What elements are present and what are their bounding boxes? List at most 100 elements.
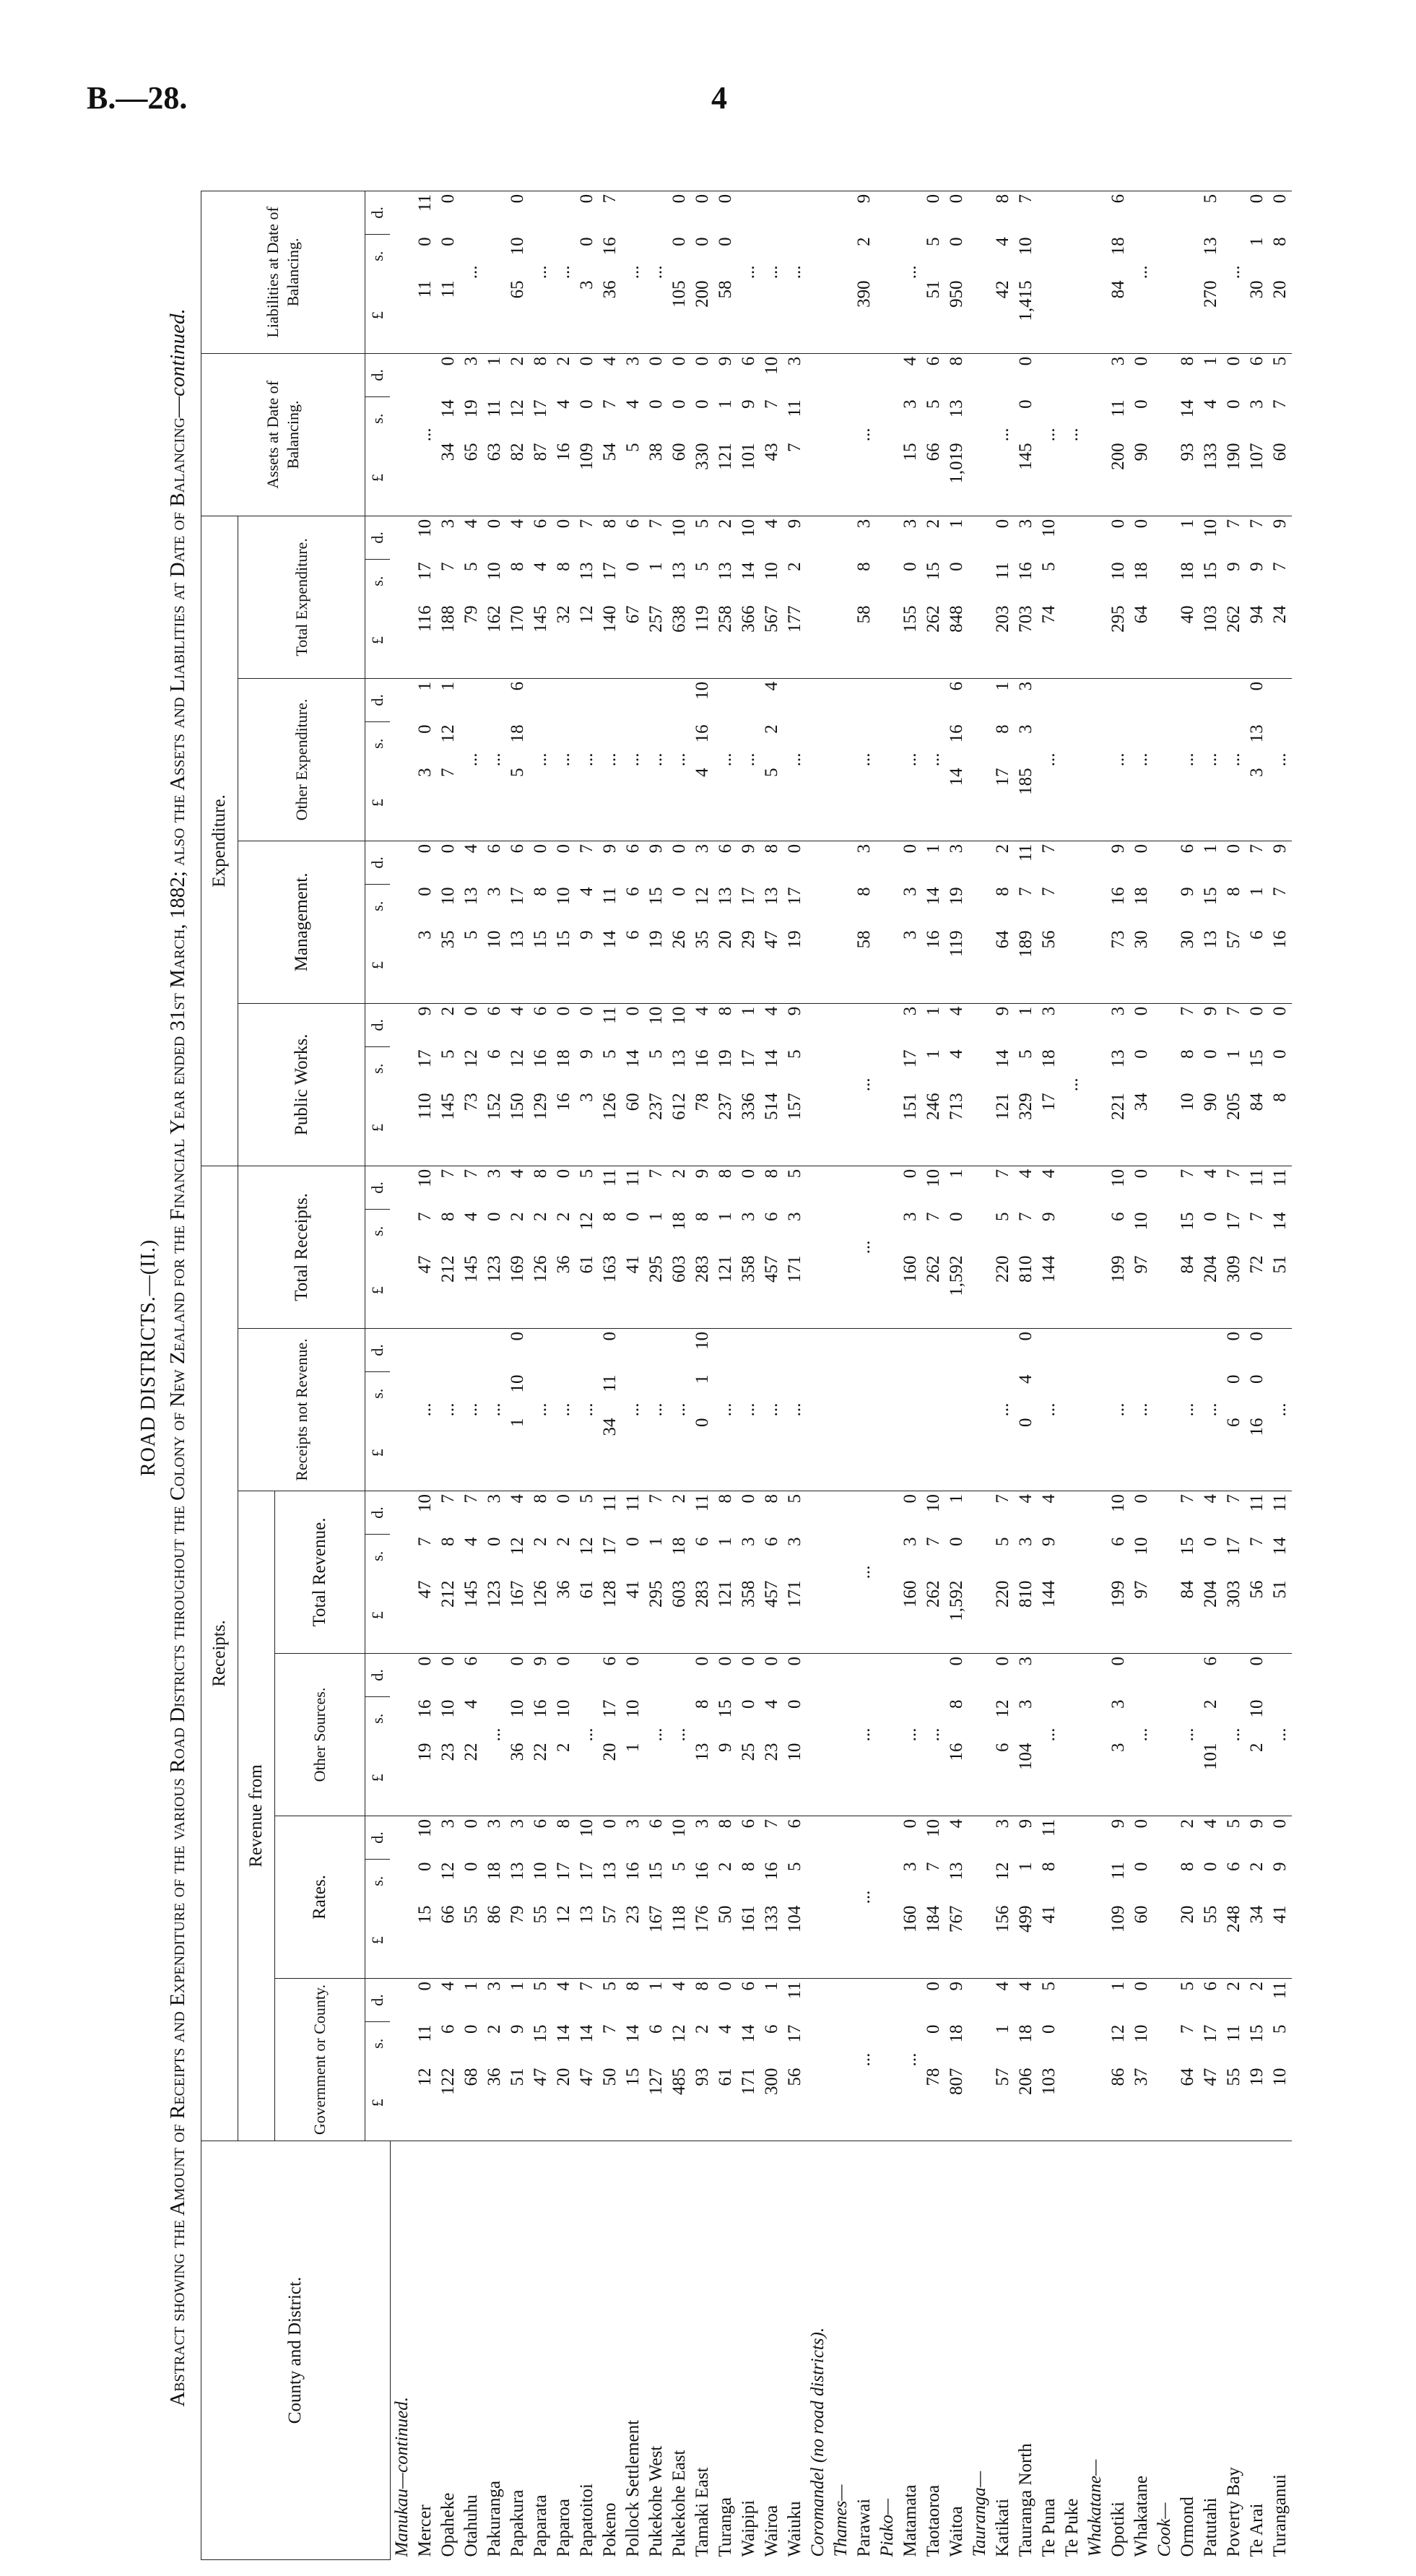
shillings: 11: [992, 562, 1012, 580]
header-cell: Total Receipts.: [238, 1166, 365, 1329]
shillings: 7: [1177, 2024, 1197, 2034]
table-row: Papakura 51 9 1 79 13 3 36 10 0 167 12 4 1 10 0 169 2 4 150…: [505, 191, 529, 2560]
shillings: 14: [622, 1049, 643, 1068]
shillings: 17: [900, 1049, 920, 1068]
pence: 0: [505, 191, 529, 235]
shillings: 14: [738, 562, 758, 581]
shillings: 5: [669, 1862, 689, 1872]
pence: 11: [1245, 1491, 1269, 1535]
pounds: 84: [1246, 1093, 1267, 1111]
pounds: 56: [1038, 930, 1059, 949]
shillings: 4: [622, 399, 643, 409]
shillings: 0: [1200, 1537, 1220, 1547]
shillings: 8: [946, 1699, 966, 1709]
pounds: 73: [1108, 930, 1128, 949]
empty-cell: [968, 1003, 991, 1166]
header-row: County and District. Receipts. Expenditu…: [201, 191, 390, 2560]
shillings: 15: [646, 1862, 666, 1881]
unit-label: £: [368, 799, 386, 807]
unit-label: s.: [368, 1875, 386, 1886]
pounds: 567: [761, 605, 781, 633]
pounds: 40: [1177, 605, 1197, 624]
dots: ...: [1222, 678, 1246, 841]
dots: ...: [991, 353, 1015, 516]
pence: 5: [529, 1978, 552, 2022]
pounds: 109: [576, 443, 596, 470]
pounds: 144: [1038, 1255, 1059, 1283]
table-body: Manukau—continued. Mercer 12 11 0 15 0 10 19 16 0 4…: [390, 191, 1292, 2560]
pence: 1: [459, 1978, 483, 2022]
pounds: 121: [715, 1255, 735, 1283]
pounds: 121: [715, 443, 735, 470]
pounds: 612: [669, 1093, 689, 1120]
pounds: 119: [692, 605, 712, 632]
district-name: Waiuku: [783, 2141, 807, 2560]
pence: 0: [552, 1491, 575, 1535]
pence: 2: [436, 1003, 460, 1047]
unit-label: d.: [365, 191, 390, 235]
shillings: 13: [1200, 237, 1220, 256]
shillings: 1: [715, 1537, 735, 1547]
empty-cell: [875, 1003, 899, 1166]
pence: 4: [1014, 1491, 1038, 1535]
subtitle: Abstract showing the Amount of Receipts …: [165, 199, 191, 2517]
district-name: Katikati: [991, 2141, 1015, 2560]
empty-cell: [390, 1653, 414, 1816]
shillings: 10: [1131, 1537, 1151, 1556]
shillings: 11: [784, 399, 804, 417]
pence: 10: [690, 1328, 714, 1372]
shillings: 12: [507, 1049, 527, 1068]
shillings: 0: [438, 237, 458, 246]
pounds: 485: [669, 2068, 689, 2096]
pounds: 10: [484, 930, 504, 949]
pence: 11: [1245, 1166, 1269, 1210]
shillings: 0: [1200, 1049, 1220, 1059]
pounds: 29: [738, 930, 758, 949]
pence: 1: [413, 678, 437, 722]
shillings: 3: [784, 1537, 804, 1547]
pence: 2: [1245, 1978, 1269, 2022]
empty-cell: [1083, 841, 1107, 1004]
shillings: 0: [1269, 1049, 1290, 1059]
shillings: 0: [692, 237, 712, 246]
shillings: 3: [484, 887, 504, 896]
pounds: 257: [646, 605, 666, 633]
pounds: 25: [738, 1743, 758, 1761]
shillings: 10: [438, 887, 458, 906]
dots: ...: [413, 353, 437, 516]
empty-cell: [1152, 353, 1176, 516]
shillings: 10: [484, 562, 504, 581]
dots: ...: [737, 1328, 760, 1491]
pence: 0: [1268, 1816, 1292, 1860]
district-name: Parawai: [852, 2141, 876, 2560]
pence: 4: [944, 1003, 968, 1047]
pounds: 60: [669, 443, 689, 461]
dots: ...: [482, 1653, 506, 1816]
empty-cell: [390, 1003, 414, 1166]
shillings: 16: [530, 1049, 550, 1068]
pounds: 1,592: [946, 1580, 966, 1621]
empty-cell: [968, 1166, 991, 1329]
pence: 4: [991, 1978, 1015, 2022]
dots: ...: [598, 678, 622, 841]
pence: 3: [1014, 1653, 1038, 1697]
pence: 11: [621, 1166, 645, 1210]
header-cell: Other Sources.: [274, 1653, 365, 1816]
pounds: 9: [576, 930, 596, 940]
unit-label: £: [368, 636, 386, 645]
pounds: 74: [1038, 605, 1059, 624]
pence: 9: [1245, 1816, 1269, 1860]
shillings: 7: [923, 1537, 943, 1547]
pounds: 200: [692, 280, 712, 308]
dots: ...: [783, 678, 807, 841]
pence: 7: [459, 1491, 483, 1535]
pounds: 220: [992, 1580, 1012, 1608]
pence: 3: [944, 841, 968, 885]
pounds: 807: [946, 2068, 966, 2096]
shillings: 12: [507, 1537, 527, 1556]
pounds: 336: [738, 1093, 758, 1120]
pounds: 2: [1246, 1743, 1267, 1753]
table-row: Tauranga—: [968, 191, 991, 2560]
pounds: 157: [784, 1093, 804, 1120]
pounds: 36: [553, 1255, 573, 1274]
